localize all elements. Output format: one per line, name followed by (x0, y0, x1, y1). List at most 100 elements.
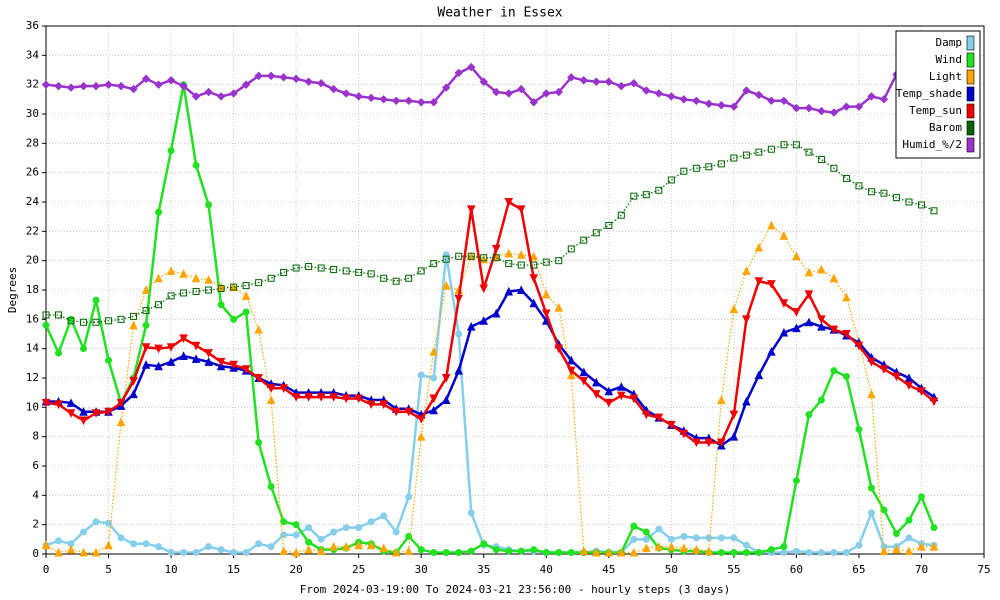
marker (216, 357, 226, 367)
marker (379, 400, 388, 410)
marker (892, 194, 900, 202)
marker (155, 543, 163, 551)
marker (817, 322, 826, 331)
y-tick-label: 34 (26, 48, 40, 61)
marker (341, 394, 351, 404)
marker (842, 175, 850, 183)
marker (517, 84, 526, 94)
marker (616, 547, 626, 557)
marker (79, 547, 88, 557)
marker (216, 282, 226, 292)
marker (442, 251, 450, 259)
marker (692, 96, 701, 106)
marker (292, 521, 300, 529)
marker (405, 493, 413, 501)
marker (679, 95, 689, 104)
marker (204, 275, 213, 284)
marker (905, 516, 913, 524)
x-tick-label: 5 (105, 563, 112, 576)
marker (191, 273, 201, 283)
marker (105, 356, 113, 364)
marker (591, 547, 601, 557)
marker (204, 357, 213, 366)
marker (854, 102, 864, 111)
marker (129, 376, 138, 386)
marker (492, 546, 500, 554)
marker (254, 324, 263, 334)
marker (41, 80, 51, 89)
marker (654, 89, 664, 98)
y-tick-label: 22 (26, 224, 39, 237)
marker (554, 302, 564, 312)
marker (804, 103, 814, 113)
marker (504, 89, 513, 98)
marker (692, 164, 700, 172)
marker (91, 547, 101, 557)
y-tick-label: 32 (26, 78, 39, 91)
marker (54, 81, 63, 91)
marker (604, 547, 614, 557)
marker (454, 366, 464, 375)
marker (292, 264, 300, 272)
marker (441, 280, 451, 290)
marker (729, 102, 739, 111)
marker (141, 343, 151, 352)
marker (667, 542, 676, 551)
marker (617, 81, 626, 91)
marker (304, 544, 313, 554)
marker (217, 301, 225, 309)
x-tick-label: 50 (665, 563, 678, 576)
marker (842, 102, 851, 111)
marker (754, 90, 764, 100)
marker (505, 260, 513, 268)
marker (579, 546, 589, 556)
y-tick-label: 14 (26, 342, 40, 355)
series-line (44, 84, 936, 554)
marker (342, 267, 350, 275)
x-tick-label: 35 (477, 563, 490, 576)
legend-box (895, 30, 981, 159)
marker (141, 285, 151, 294)
marker (879, 365, 889, 374)
marker (142, 307, 150, 315)
legend-swatch (966, 86, 975, 102)
marker (579, 367, 589, 377)
marker (366, 93, 376, 103)
marker (316, 393, 326, 402)
marker (566, 355, 576, 365)
marker (305, 538, 313, 546)
marker (504, 198, 514, 207)
marker (792, 323, 801, 333)
marker (266, 395, 276, 404)
marker (416, 415, 426, 424)
marker (217, 285, 225, 293)
marker (591, 377, 601, 387)
marker (342, 524, 350, 532)
marker (655, 186, 663, 194)
marker (416, 432, 426, 441)
marker (567, 245, 575, 253)
marker (780, 543, 788, 551)
marker (780, 549, 788, 557)
marker (692, 544, 701, 554)
marker (717, 438, 726, 448)
marker (417, 371, 425, 379)
marker (41, 398, 51, 408)
marker (180, 549, 188, 557)
marker (754, 370, 764, 380)
marker (179, 81, 188, 91)
marker (180, 289, 188, 297)
marker (692, 534, 700, 542)
marker (516, 205, 526, 214)
marker (792, 103, 801, 113)
legend-label: Temp_sun (909, 104, 962, 117)
marker (704, 99, 714, 108)
marker (817, 155, 825, 163)
marker (480, 540, 488, 548)
marker (454, 294, 464, 304)
x-tick-label: 45 (602, 563, 615, 576)
marker (754, 242, 764, 252)
legend-swatch (966, 52, 975, 68)
marker (642, 410, 651, 420)
marker (529, 298, 539, 308)
